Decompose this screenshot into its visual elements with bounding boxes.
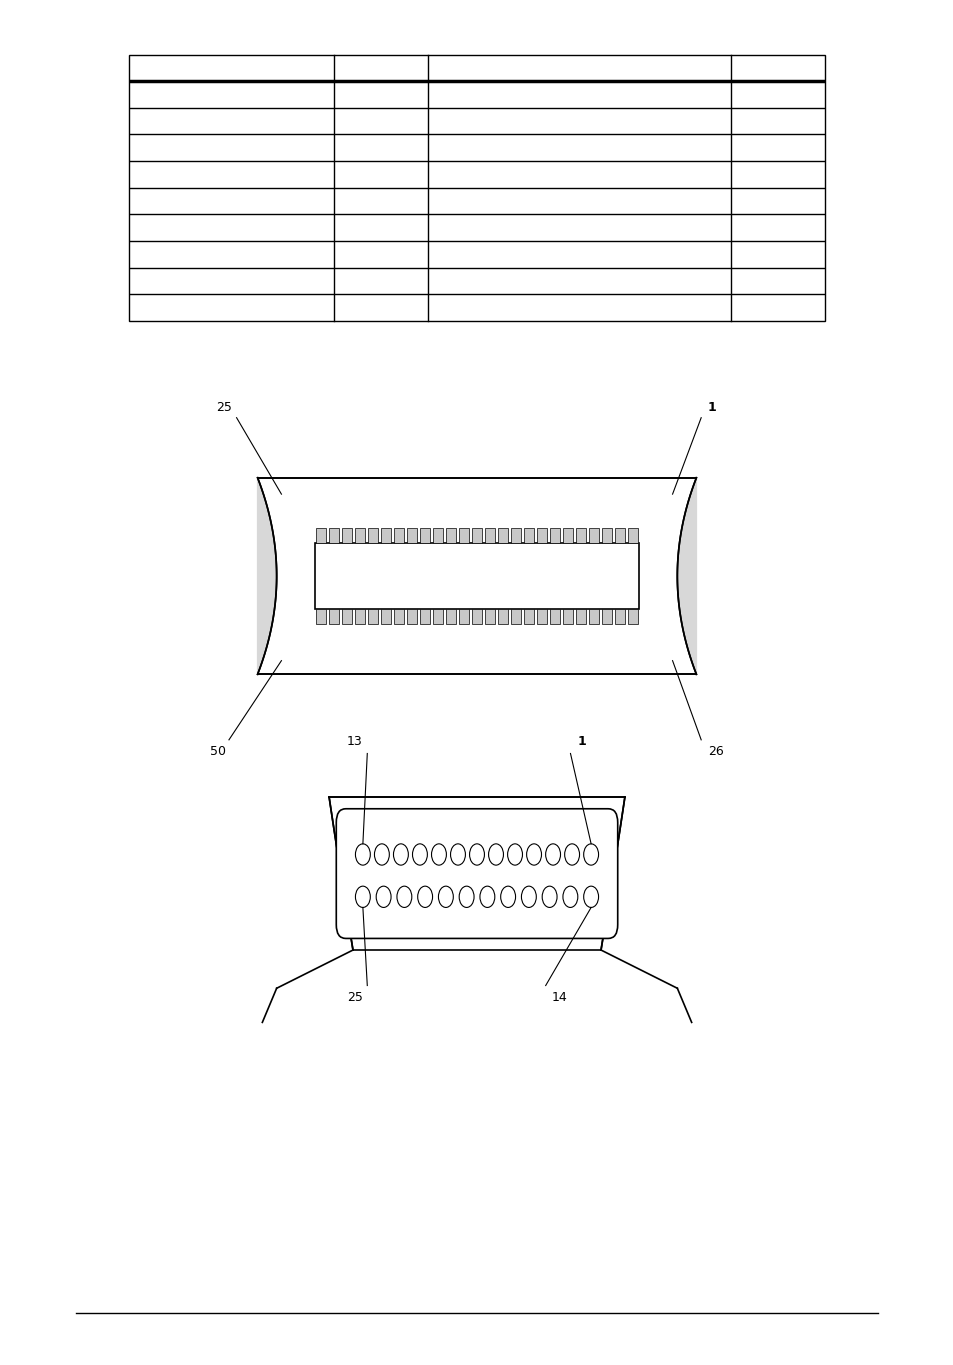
Bar — [510, 528, 520, 543]
Circle shape — [479, 886, 495, 908]
Bar — [523, 609, 534, 624]
Bar — [484, 528, 495, 543]
Polygon shape — [276, 797, 677, 988]
Bar — [497, 528, 508, 543]
Circle shape — [438, 886, 453, 908]
Bar — [549, 528, 559, 543]
Bar — [329, 609, 339, 624]
Bar — [497, 609, 508, 624]
Polygon shape — [329, 797, 353, 950]
Bar — [380, 528, 391, 543]
Circle shape — [526, 844, 541, 865]
Bar — [368, 609, 378, 624]
Text: 25: 25 — [216, 400, 232, 414]
Polygon shape — [600, 797, 624, 950]
Bar — [575, 528, 585, 543]
Text: 26: 26 — [707, 745, 723, 759]
Circle shape — [417, 886, 432, 908]
Bar — [627, 528, 638, 543]
Circle shape — [541, 886, 557, 908]
Text: 1: 1 — [577, 734, 585, 748]
Bar — [445, 528, 456, 543]
Bar — [380, 609, 391, 624]
Bar — [458, 528, 469, 543]
Polygon shape — [257, 478, 276, 674]
Bar — [368, 528, 378, 543]
Circle shape — [458, 886, 474, 908]
Bar — [129, 55, 824, 321]
Circle shape — [562, 886, 578, 908]
Bar — [407, 609, 416, 624]
Bar — [329, 528, 339, 543]
Bar — [355, 528, 365, 543]
Bar — [588, 528, 598, 543]
Bar — [315, 609, 326, 624]
Bar — [419, 528, 430, 543]
Bar — [523, 528, 534, 543]
Bar — [342, 528, 352, 543]
Text: 13: 13 — [347, 734, 362, 748]
Bar — [342, 609, 352, 624]
Bar — [549, 609, 559, 624]
Circle shape — [583, 886, 598, 908]
Bar — [472, 528, 481, 543]
Text: 50: 50 — [210, 745, 225, 759]
Text: 14: 14 — [551, 991, 567, 1005]
Circle shape — [393, 844, 408, 865]
Bar — [315, 528, 326, 543]
Circle shape — [564, 844, 578, 865]
Bar — [627, 609, 638, 624]
FancyBboxPatch shape — [335, 808, 618, 939]
Bar — [129, 55, 824, 321]
Circle shape — [469, 844, 484, 865]
Bar — [433, 609, 443, 624]
Bar — [433, 528, 443, 543]
Bar — [562, 609, 573, 624]
Bar — [537, 528, 546, 543]
Text: 1: 1 — [707, 400, 716, 414]
Bar — [601, 528, 611, 543]
Bar — [562, 528, 573, 543]
Text: 25: 25 — [347, 991, 362, 1005]
Bar — [575, 609, 585, 624]
Bar — [394, 609, 404, 624]
Bar — [614, 528, 624, 543]
Bar — [445, 609, 456, 624]
Circle shape — [355, 844, 370, 865]
Bar — [419, 609, 430, 624]
Circle shape — [583, 844, 598, 865]
Bar — [614, 609, 624, 624]
Bar — [355, 609, 365, 624]
Circle shape — [412, 844, 427, 865]
Circle shape — [375, 886, 391, 908]
Bar — [314, 543, 639, 609]
Bar — [484, 609, 495, 624]
Bar — [407, 528, 416, 543]
Polygon shape — [677, 478, 696, 674]
Circle shape — [396, 886, 412, 908]
Circle shape — [545, 844, 560, 865]
Circle shape — [355, 886, 370, 908]
Bar — [601, 609, 611, 624]
Circle shape — [375, 844, 389, 865]
Bar — [394, 528, 404, 543]
Circle shape — [450, 844, 465, 865]
Polygon shape — [257, 478, 696, 674]
Bar — [458, 609, 469, 624]
Bar — [472, 609, 481, 624]
Bar — [510, 609, 520, 624]
Circle shape — [507, 844, 522, 865]
Bar — [537, 609, 546, 624]
Circle shape — [488, 844, 503, 865]
Bar — [588, 609, 598, 624]
Circle shape — [431, 844, 446, 865]
Circle shape — [500, 886, 515, 908]
Circle shape — [521, 886, 536, 908]
